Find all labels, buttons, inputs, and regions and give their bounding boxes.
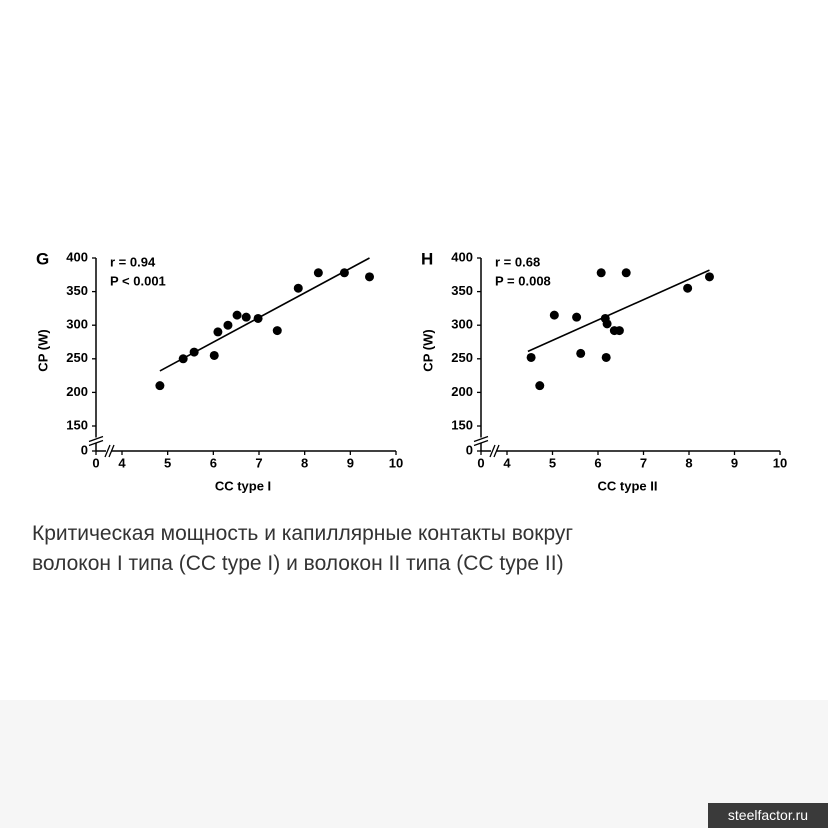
data-point xyxy=(549,310,559,320)
data-point xyxy=(621,268,631,278)
y-tick-label: 150 xyxy=(66,417,88,432)
axis-break xyxy=(88,435,104,447)
data-point xyxy=(365,272,375,282)
x-tick-label: 0 xyxy=(477,455,484,470)
data-point xyxy=(601,352,611,362)
x-tick-label: 0 xyxy=(92,455,99,470)
y-tick-label: 350 xyxy=(451,283,473,298)
annotation: r = 0.94 xyxy=(110,254,156,269)
x-tick-label: 5 xyxy=(164,455,171,470)
x-axis-label: CC type II xyxy=(598,478,658,493)
data-point xyxy=(596,268,606,278)
data-point xyxy=(213,327,223,337)
data-point xyxy=(293,283,303,293)
y-tick-label: 150 xyxy=(451,417,473,432)
y-tick-label: 250 xyxy=(451,350,473,365)
y-tick-label: 400 xyxy=(451,249,473,264)
annotation: P = 0.008 xyxy=(495,273,551,288)
y-tick-label: 400 xyxy=(66,249,88,264)
axis-break xyxy=(489,444,500,458)
panel-label: G xyxy=(36,249,49,268)
data-point xyxy=(313,268,323,278)
x-tick-label: 7 xyxy=(255,455,262,470)
x-axis-label: CC type I xyxy=(215,478,271,493)
y-tick-label: 300 xyxy=(66,317,88,332)
axis-break-gap xyxy=(476,437,486,443)
y-tick-label: 300 xyxy=(451,317,473,332)
data-point xyxy=(704,272,714,282)
data-point xyxy=(576,348,586,358)
x-tick-label: 5 xyxy=(549,455,556,470)
x-tick-label: 10 xyxy=(773,455,787,470)
x-tick-label: 6 xyxy=(594,455,601,470)
x-tick-label: 7 xyxy=(640,455,647,470)
caption-line: Критическая мощность и капиллярные конта… xyxy=(32,522,574,545)
axis-break-gap xyxy=(106,446,111,456)
data-point xyxy=(683,283,693,293)
data-point xyxy=(209,350,219,360)
data-point xyxy=(223,320,233,330)
axis-break xyxy=(104,444,115,458)
data-point xyxy=(614,326,624,336)
data-point xyxy=(535,381,545,391)
x-tick-label: 9 xyxy=(731,455,738,470)
data-point xyxy=(602,319,612,329)
x-tick-label: 8 xyxy=(685,455,692,470)
x-tick-label: 8 xyxy=(301,455,308,470)
y-tick-label: 0 xyxy=(466,442,473,457)
x-tick-label: 4 xyxy=(503,455,511,470)
data-point xyxy=(178,354,188,364)
x-tick-label: 6 xyxy=(210,455,217,470)
axis-break xyxy=(473,435,489,447)
x-tick-label: 10 xyxy=(389,455,403,470)
panel-label: H xyxy=(421,249,433,268)
y-tick-label: 250 xyxy=(66,350,88,365)
data-point xyxy=(155,381,165,391)
data-point xyxy=(339,268,349,278)
x-tick-label: 4 xyxy=(118,455,126,470)
watermark: steelfactor.ru xyxy=(708,803,828,828)
trend-line xyxy=(527,269,710,353)
footer-background xyxy=(0,700,828,828)
data-point xyxy=(189,347,199,357)
data-point xyxy=(272,326,282,336)
data-point xyxy=(241,312,251,322)
axis-break-gap xyxy=(491,446,496,456)
x-tick-label: 9 xyxy=(347,455,354,470)
y-tick-label: 200 xyxy=(66,384,88,399)
data-point xyxy=(526,352,536,362)
data-point xyxy=(232,310,242,320)
y-tick-label: 0 xyxy=(81,442,88,457)
annotation: r = 0.68 xyxy=(495,254,540,269)
y-tick-label: 200 xyxy=(451,384,473,399)
axis-break-gap xyxy=(91,437,101,443)
data-point xyxy=(253,313,263,323)
y-axis-label: CP (W) xyxy=(35,329,50,371)
y-tick-label: 350 xyxy=(66,283,88,298)
caption-line: волокон I типа (CC type I) и волокон II … xyxy=(32,552,564,575)
y-axis-label: CP (W) xyxy=(420,329,435,371)
data-point xyxy=(572,312,582,322)
annotation: P < 0.001 xyxy=(110,273,166,288)
